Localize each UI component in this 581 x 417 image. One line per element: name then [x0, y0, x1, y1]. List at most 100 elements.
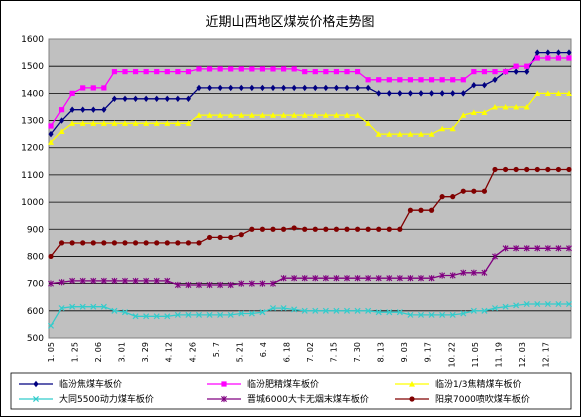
data-point: [238, 112, 245, 118]
data-point: [365, 77, 371, 83]
data-point: [227, 281, 234, 289]
y-tick-label: 900: [27, 225, 44, 235]
data-point: [322, 307, 329, 314]
y-tick-label: 1300: [21, 117, 44, 127]
data-point: [386, 309, 393, 316]
data-point: [291, 66, 297, 72]
data-point: [376, 226, 382, 232]
data-point: [323, 226, 329, 232]
data-point: [143, 313, 150, 320]
data-point: [407, 90, 414, 97]
data-point: [217, 234, 223, 241]
data-point: [238, 280, 245, 287]
data-point: [513, 245, 520, 252]
data-point: [174, 120, 181, 126]
data-point: [460, 269, 467, 276]
data-point: [69, 106, 75, 113]
data-point: [175, 69, 181, 75]
data-point: [492, 69, 498, 75]
data-point: [143, 95, 149, 102]
data-point: [555, 90, 562, 96]
data-point: [280, 275, 287, 282]
data-point: [397, 226, 403, 232]
x-tick-label: 12. 17: [541, 342, 550, 367]
data-point: [322, 112, 329, 118]
series-6: [48, 166, 572, 260]
data-point: [206, 66, 213, 72]
data-point: [48, 139, 54, 145]
data-point: [301, 112, 308, 118]
data-point: [291, 112, 298, 118]
data-point: [280, 226, 287, 232]
data-point: [227, 112, 234, 118]
data-point: [545, 166, 551, 173]
data-point: [344, 275, 350, 282]
data-point: [323, 84, 329, 92]
data-point: [502, 69, 509, 75]
data-point: [492, 103, 498, 110]
data-point: [185, 120, 192, 126]
legend-swatch-marker: [221, 395, 227, 403]
data-point: [418, 90, 424, 97]
data-point: [344, 226, 350, 232]
data-point: [48, 253, 54, 260]
data-point: [544, 300, 551, 308]
data-point: [344, 112, 350, 118]
data-point: [185, 240, 192, 246]
plot-area: 500 600 700 800 900 1000 1100 1200 1300 1400 1500 1…: [21, 35, 573, 367]
data-point: [323, 69, 329, 75]
data-point: [545, 55, 551, 61]
data-point: [439, 194, 445, 200]
data-point: [48, 123, 54, 129]
data-point: [375, 275, 382, 282]
data-point: [365, 84, 371, 92]
data-point: [534, 49, 540, 56]
data-point: [122, 277, 128, 285]
data-point: [502, 303, 509, 310]
data-point: [343, 307, 351, 314]
data-point: [185, 281, 192, 289]
data-point: [206, 84, 213, 92]
data-point: [238, 232, 244, 238]
x-tick-label: 4. 26: [188, 342, 197, 362]
data-point: [153, 277, 160, 285]
data-point: [333, 84, 340, 92]
data-point: [164, 277, 171, 285]
data-point: [481, 188, 488, 194]
data-point: [428, 131, 435, 137]
data-point: [534, 90, 541, 96]
data-point: [111, 277, 118, 285]
x-tick-label: 5. 21: [235, 342, 244, 362]
data-point: [58, 279, 65, 286]
data-point: [481, 307, 488, 314]
data-point: [259, 280, 266, 287]
data-point: [450, 194, 456, 200]
data-point: [90, 120, 97, 126]
data-point: [164, 95, 170, 102]
data-point: [386, 77, 392, 83]
data-point: [248, 112, 255, 118]
data-point: [492, 166, 498, 173]
data-point: [58, 107, 65, 113]
data-point: [259, 66, 266, 72]
data-point: [301, 307, 308, 314]
data-point: [174, 311, 181, 318]
data-point: [122, 120, 128, 126]
x-tick-label: 7. 30: [353, 342, 362, 362]
y-tick-label: 700: [27, 280, 44, 290]
data-point: [69, 240, 75, 246]
data-point: [376, 77, 382, 83]
data-point: [418, 77, 424, 83]
data-point: [164, 313, 171, 320]
data-point: [312, 275, 319, 282]
data-point: [164, 240, 170, 246]
data-point: [396, 131, 403, 137]
data-point: [164, 120, 171, 126]
data-point: [523, 245, 530, 252]
data-point: [481, 69, 488, 75]
data-point: [80, 85, 86, 91]
data-point: [386, 226, 392, 232]
data-point: [513, 103, 520, 110]
series-line: [50, 92, 569, 143]
